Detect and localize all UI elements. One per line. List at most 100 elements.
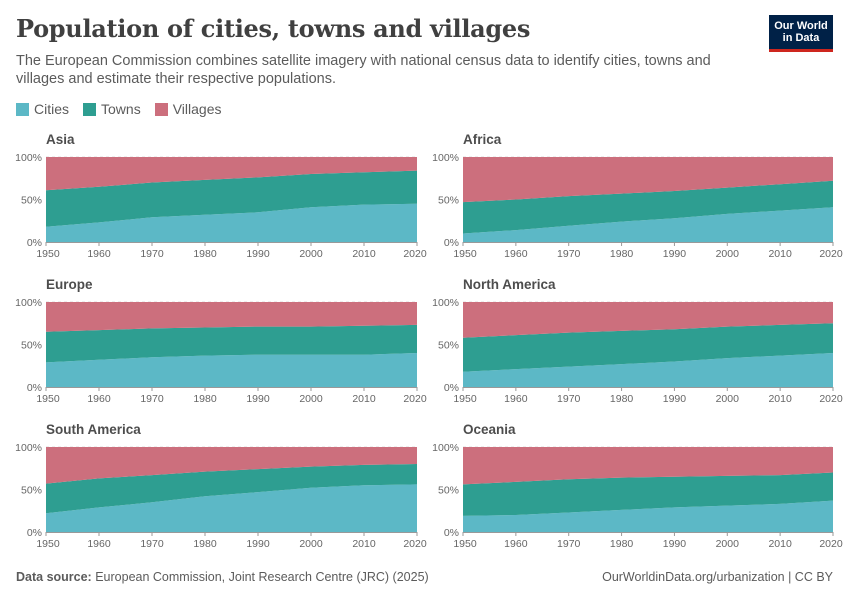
logo-line-2: in Data — [782, 32, 820, 44]
legend-label-towns: Towns — [101, 101, 141, 117]
x-tick-label: 1950 — [453, 393, 477, 405]
y-tick-label: 100% — [15, 152, 42, 164]
x-tick-label: 2000 — [716, 248, 740, 260]
logo-line-1: Our World — [774, 20, 828, 32]
y-tick-label: 0% — [27, 382, 42, 394]
x-tick-label: 2010 — [768, 248, 792, 260]
x-tick-label: 2010 — [352, 248, 376, 260]
area-towns-europe — [46, 324, 417, 363]
y-tick-label: 50% — [438, 485, 459, 497]
y-tick-label: 100% — [432, 152, 459, 164]
x-tick-label: 1990 — [663, 393, 687, 405]
owid-logo[interactable]: Our World in Data — [769, 15, 833, 52]
x-tick-label: 2000 — [299, 538, 323, 550]
x-tick-label: 1980 — [193, 248, 217, 260]
panel-title-north-america: North America — [463, 277, 556, 292]
x-tick-label: 1980 — [610, 538, 634, 550]
x-tick-label: 1960 — [87, 538, 111, 550]
y-tick-label: 100% — [432, 297, 459, 309]
x-tick-label: 2020 — [403, 538, 427, 550]
area-cities-asia — [46, 203, 417, 242]
y-tick-label: 50% — [438, 195, 459, 207]
x-tick-label: 1990 — [246, 248, 270, 260]
x-tick-label: 2000 — [299, 393, 323, 405]
x-tick-label: 1980 — [610, 248, 634, 260]
legend-item-villages[interactable]: Villages — [154, 101, 222, 117]
area-villages-europe — [46, 302, 417, 332]
x-tick-label: 2020 — [819, 538, 843, 550]
page-title: Population of cities, towns and villages — [16, 14, 531, 43]
data-source: Data source: European Commission, Joint … — [16, 570, 429, 584]
y-tick-label: 50% — [438, 340, 459, 352]
x-tick-label: 2010 — [352, 393, 376, 405]
x-tick-label: 1960 — [87, 248, 111, 260]
x-tick-label: 1950 — [36, 393, 60, 405]
x-tick-label: 1970 — [140, 248, 164, 260]
data-source-label: Data source: — [16, 570, 92, 584]
x-tick-label: 2020 — [403, 393, 427, 405]
y-tick-label: 50% — [21, 195, 42, 207]
area-villages-north-america — [463, 302, 833, 338]
x-tick-label: 2020 — [819, 393, 843, 405]
x-tick-label: 1990 — [663, 538, 687, 550]
x-tick-label: 2020 — [819, 248, 843, 260]
x-tick-label: 1970 — [557, 393, 581, 405]
legend-swatch-towns — [83, 102, 97, 116]
legend-item-cities[interactable]: Cities — [16, 101, 69, 117]
y-tick-label: 0% — [27, 527, 42, 539]
x-tick-label: 1970 — [140, 538, 164, 550]
data-source-text[interactable]: European Commission, Joint Research Cent… — [95, 570, 429, 584]
panel-europe: Europe 0% 50% 100% 1950 1960 1970 1980 1990 2000 2… — [15, 277, 427, 405]
area-cities-africa — [463, 207, 833, 242]
legend: Cities Towns Villages — [16, 101, 221, 117]
x-tick-label: 1950 — [453, 538, 477, 550]
panel-title-europe: Europe — [46, 277, 93, 292]
page-subtitle: The European Commission combines satelli… — [16, 53, 711, 87]
area-towns-oceania — [463, 472, 833, 516]
x-tick-label: 1950 — [36, 248, 60, 260]
x-tick-label: 1990 — [246, 393, 270, 405]
x-tick-label: 1960 — [504, 538, 528, 550]
legend-item-towns[interactable]: Towns — [83, 101, 141, 117]
footer-license[interactable]: OurWorldinData.org/urbanization | CC BY — [602, 570, 833, 584]
x-tick-label: 1960 — [87, 393, 111, 405]
x-tick-label: 1950 — [36, 538, 60, 550]
y-tick-label: 50% — [21, 340, 42, 352]
panel-asia: Asia 0% 50% 100% 1950 1960 1970 1980 1990 2000 201… — [15, 132, 427, 260]
legend-label-cities: Cities — [34, 101, 70, 117]
y-tick-label: 0% — [444, 382, 459, 394]
legend-swatch-villages — [154, 102, 168, 116]
x-tick-label: 2020 — [403, 248, 427, 260]
area-towns-north-america — [463, 323, 833, 372]
y-tick-label: 100% — [432, 442, 459, 454]
x-tick-label: 1990 — [663, 248, 687, 260]
legend-swatch-cities — [16, 102, 29, 116]
area-villages-asia — [46, 157, 417, 191]
legend-label-villages: Villages — [172, 101, 222, 117]
panel-africa: Africa 0% 50% 100% 1950 1960 1970 1980 1990 2000 2… — [432, 132, 843, 260]
x-tick-label: 2000 — [299, 248, 323, 260]
panel-south-america: South America 0% 50% 100% 1950 1960 1970 1980 19… — [15, 422, 427, 550]
x-tick-label: 1960 — [504, 248, 528, 260]
y-tick-label: 100% — [15, 297, 42, 309]
panel-north-america: North America 0% 50% 100% 1950 1960 1970 1980 19… — [432, 277, 843, 405]
y-tick-label: 50% — [21, 485, 42, 497]
x-tick-label: 2010 — [352, 538, 376, 550]
x-tick-label: 1970 — [140, 393, 164, 405]
y-tick-label: 0% — [444, 237, 459, 249]
area-villages-africa — [463, 157, 833, 203]
panel-title-asia: Asia — [46, 132, 75, 147]
panel-oceania: Oceania 0% 50% 100% 1950 1960 1970 1980 1990 2000… — [432, 422, 843, 550]
area-towns-africa — [463, 180, 833, 234]
area-villages-south-america — [46, 447, 417, 484]
panel-title-oceania: Oceania — [463, 422, 516, 437]
area-cities-oceania — [463, 500, 833, 532]
y-tick-label: 100% — [15, 442, 42, 454]
panel-title-south-america: South America — [46, 422, 141, 437]
area-cities-europe — [46, 353, 417, 387]
x-tick-label: 1960 — [504, 393, 528, 405]
x-tick-label: 1980 — [193, 538, 217, 550]
y-tick-label: 0% — [27, 237, 42, 249]
x-tick-label: 2000 — [716, 538, 740, 550]
